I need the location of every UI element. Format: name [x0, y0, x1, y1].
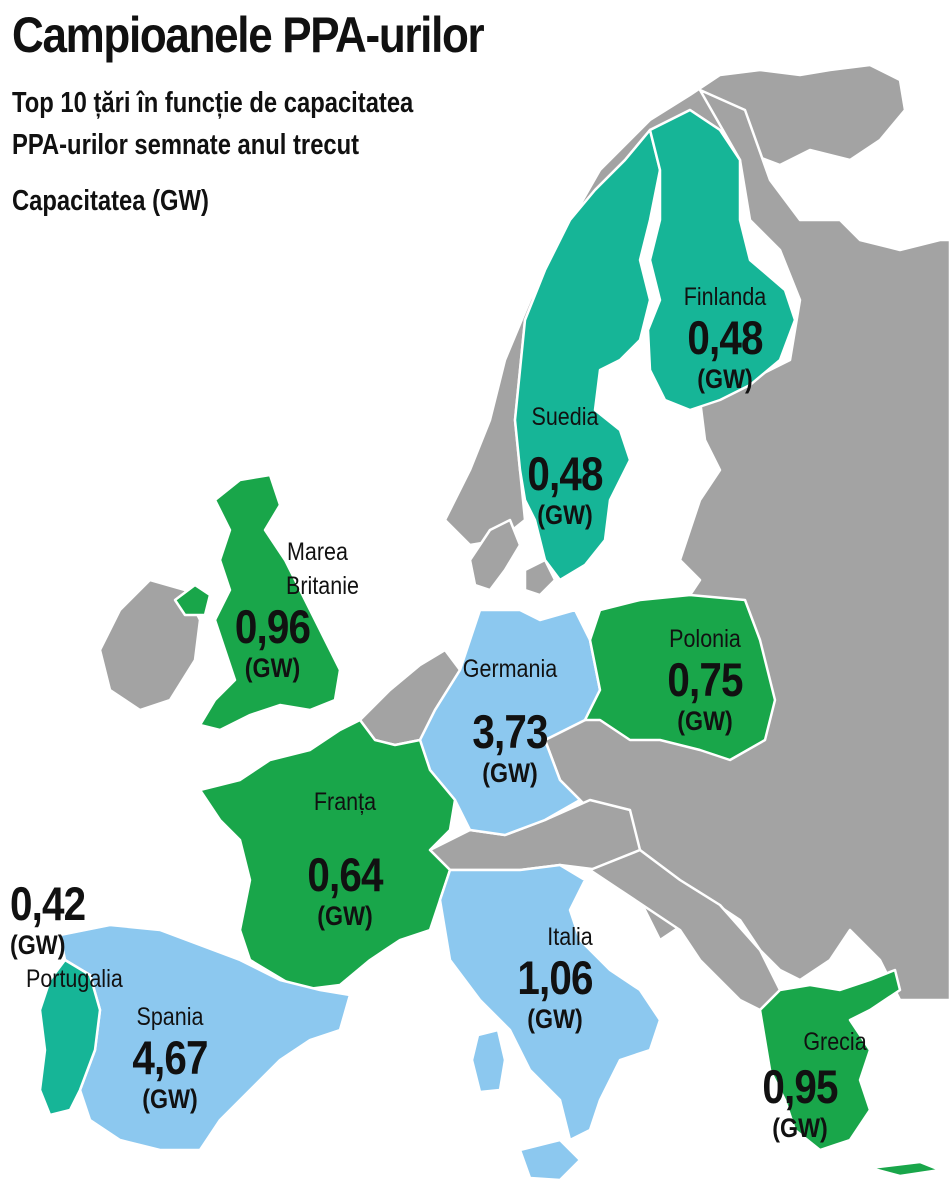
- poland-region: [583, 593, 777, 762]
- country-name-line-1: Marea: [287, 538, 348, 566]
- crete-island: [868, 1160, 942, 1178]
- country-value: 0,75: [667, 653, 743, 706]
- country-value: 0,95: [762, 1060, 838, 1113]
- denmark-region: [468, 518, 522, 592]
- country-unit: (GW): [677, 706, 733, 736]
- greece-region: [758, 968, 902, 1152]
- country-name: Grecia: [803, 1028, 867, 1056]
- label-germania: Germania 3,73 (GW): [445, 652, 575, 790]
- northern-ireland: [173, 583, 212, 617]
- country-unit: (GW): [244, 653, 301, 683]
- subtitle-line-1: Top 10 țări în funcție de capacitatea: [12, 87, 414, 119]
- country-value: 0,48: [527, 447, 603, 500]
- portugal-region: [38, 958, 102, 1117]
- finland-region: [646, 108, 797, 412]
- country-unit: (GW): [772, 1113, 828, 1143]
- country-value: 0,42: [10, 877, 86, 930]
- country-name-line-2: Britanie: [286, 572, 359, 600]
- country-name: Finlanda: [683, 283, 767, 311]
- label-franta: Franța 0,64 (GW): [270, 785, 420, 933]
- balkans-region: [588, 848, 782, 1012]
- sweden-region: [513, 128, 662, 582]
- country-unit: (GW): [482, 758, 538, 788]
- label-italia: Italia 1,06 (GW): [500, 920, 610, 1036]
- sardinia-island: [470, 1028, 507, 1094]
- ireland-region: [98, 578, 202, 712]
- country-unit: (GW): [142, 1084, 198, 1114]
- country-value: 0,48: [687, 311, 763, 364]
- country-name: Polonia: [669, 625, 741, 653]
- uk-region: [198, 473, 342, 732]
- country-unit: (GW): [317, 901, 373, 931]
- label-polonia: Polonia 0,75 (GW): [630, 622, 780, 738]
- country-unit: (GW): [537, 500, 593, 530]
- country-value: 3,73: [472, 705, 548, 758]
- country-name: Spania: [136, 1003, 204, 1031]
- country-unit: (GW): [697, 364, 753, 394]
- page-title: Campioanele PPA-urilor: [12, 7, 485, 63]
- country-name: Germania: [462, 655, 558, 683]
- label-grecia: Grecia 0,95 (GW): [745, 1025, 885, 1145]
- country-value: 4,67: [132, 1031, 208, 1084]
- label-finlanda: Finlanda 0,48 (GW): [660, 280, 790, 396]
- country-unit: (GW): [10, 930, 66, 960]
- subtitle-line-2: PPA-urilor semnate anul trecut: [12, 129, 360, 161]
- country-name: Franța: [313, 788, 377, 816]
- country-value: 0,64: [307, 848, 383, 901]
- label-spania: Spania 4,67 (GW): [100, 1000, 240, 1116]
- country-value: 1,06: [517, 951, 593, 1004]
- label-marea-britanie: Marea Britanie 0,96 (GW): [215, 535, 375, 685]
- page-subtitle: Top 10 țări în funcție de capacitatea PP…: [12, 82, 413, 166]
- label-portugalia: 0,42 (GW) Portugalia: [10, 880, 150, 996]
- italy-region: [438, 863, 662, 1142]
- denmark-islands: [523, 558, 557, 597]
- country-value: 0,96: [234, 600, 311, 653]
- sicily-island: [518, 1138, 582, 1182]
- capacity-unit-label: Capacitatea (GW): [12, 185, 209, 217]
- france-region: [198, 718, 457, 992]
- country-name: Italia: [547, 923, 593, 951]
- country-unit: (GW): [527, 1004, 583, 1034]
- label-suedia: Suedia 0,48 (GW): [505, 400, 625, 532]
- country-name: Suedia: [531, 403, 599, 431]
- country-name: Portugalia: [26, 965, 123, 993]
